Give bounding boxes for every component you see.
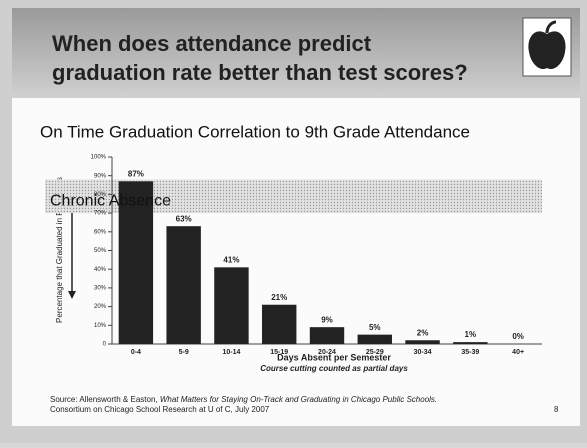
value-label: 2%	[417, 328, 429, 337]
bar	[166, 226, 201, 344]
x-tick-label: 25-29	[366, 349, 384, 356]
y-tick-label: 80%	[94, 192, 107, 198]
x-tick-label: 15-19	[270, 349, 288, 356]
annotation-arrowhead	[68, 291, 76, 299]
value-label: 0%	[512, 332, 524, 341]
value-label: 9%	[321, 315, 333, 324]
page-number: 8	[554, 405, 559, 414]
bar	[357, 334, 392, 344]
y-tick-label: 90%	[94, 173, 107, 179]
bar	[453, 342, 488, 344]
value-label: 87%	[128, 169, 144, 178]
y-tick-label: 20%	[94, 304, 107, 310]
bar	[262, 304, 297, 344]
annotation-text: Chronic Absence	[50, 192, 171, 209]
bar	[309, 327, 345, 344]
y-tick-label: 40%	[94, 267, 107, 273]
value-label: 5%	[369, 323, 381, 332]
x-tick-label: 35-39	[461, 349, 479, 356]
slide-title: When does attendance predict	[52, 31, 372, 56]
x-tick-label: 30-34	[414, 349, 432, 356]
value-label: 21%	[271, 293, 287, 302]
content-card	[12, 98, 580, 426]
source-prefix: Source: Allensworth & Easton,	[50, 395, 160, 404]
y-tick-label: 10%	[94, 323, 107, 329]
x-tick-label: 0-4	[131, 349, 141, 356]
plot: 0 10% 20% 30% 40% 50% 60% 70% 80% 90% 100% 87% 0-4 63…	[45, 155, 542, 356]
bar	[118, 181, 154, 344]
x-tick-label: 10-14	[222, 349, 240, 356]
bar	[214, 267, 249, 344]
source-title: What Matters for Staying On-Track and Gr…	[160, 395, 437, 404]
header-band	[12, 8, 580, 98]
x-tick-label: 20-24	[318, 349, 336, 356]
value-label: 63%	[176, 214, 192, 223]
y-tick-label: 30%	[94, 285, 107, 291]
y-tick-label: 70%	[94, 211, 107, 217]
slide-title: graduation rate better than test scores?	[52, 60, 468, 85]
y-tick-label: 0	[103, 342, 107, 348]
source: Source: Allensworth & Easton, What Matte…	[50, 395, 437, 404]
source-line: Consortium on Chicago School Research at…	[50, 405, 270, 414]
value-label: 41%	[223, 255, 239, 264]
value-label: 1%	[465, 330, 477, 339]
x-axis-sublabel: Course cutting counted as partial days	[260, 364, 408, 373]
apple-logo	[522, 17, 572, 77]
bar	[405, 340, 440, 344]
x-tick-label: 5-9	[179, 349, 189, 356]
chart-title: On Time Graduation Correlation to 9th Gr…	[40, 122, 470, 141]
x-axis-label: Days Absent per Semester	[277, 352, 391, 362]
y-axis-label: Percentage that Graduated in Four Years	[55, 177, 64, 323]
y-tick-label: 100%	[91, 155, 107, 161]
y-tick-label: 50%	[94, 248, 107, 254]
x-tick-label: 40+	[512, 349, 524, 356]
y-tick-label: 60%	[94, 229, 107, 235]
